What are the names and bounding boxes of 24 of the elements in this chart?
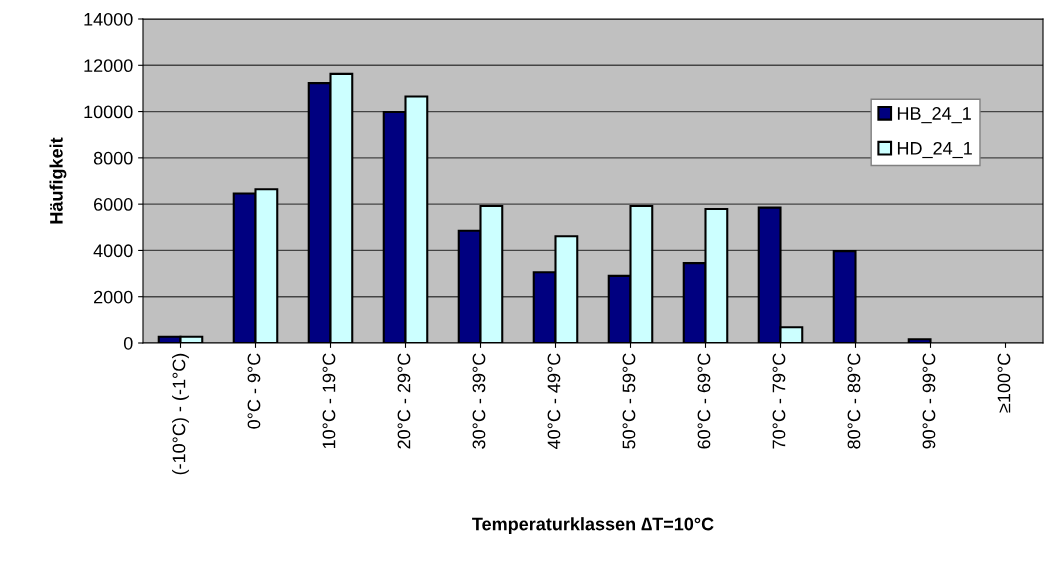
x-tick-label: 0°C - 9°C xyxy=(247,353,261,429)
y-tick-label: 0 xyxy=(123,336,133,350)
y-tick-label: 10000 xyxy=(84,105,133,119)
x-tick-label: 40°C - 49°C xyxy=(547,353,561,450)
x-tick-label: 60°C - 69°C xyxy=(697,353,711,449)
y-tick-label: 6000 xyxy=(94,198,133,211)
legend-label: HB_24_1 xyxy=(897,107,971,124)
x-axis-title: Temperaturklassen ∆T=10°C xyxy=(472,517,714,534)
x-tick-label: 20°C - 29°C xyxy=(397,353,411,449)
x-tick-label: ≥100°C xyxy=(997,353,1011,413)
y-tick-label: 12000 xyxy=(84,59,133,73)
y-tick-label: 8000 xyxy=(93,151,133,165)
y-tick-label: 14000 xyxy=(84,12,133,26)
x-tick-label: 90°C - 99°C xyxy=(922,353,936,449)
x-tick-label: (-10°C) - (-1°C) xyxy=(172,353,189,475)
x-tick-label: 50°C - 59°C xyxy=(622,353,636,449)
x-tick-label: 10°C - 19°C xyxy=(322,353,336,449)
x-tick-label: 80°C - 89°C xyxy=(847,353,861,449)
x-tick-label: 70°C - 79°C xyxy=(772,353,786,449)
y-tick-label: 4000 xyxy=(93,244,133,258)
x-tick-label: 30°C - 39°C xyxy=(472,353,486,449)
y-tick-label: 2000 xyxy=(94,290,133,304)
y-axis-title: Häufigkeit xyxy=(49,137,67,224)
legend-label: HD_24_1 xyxy=(897,141,972,159)
